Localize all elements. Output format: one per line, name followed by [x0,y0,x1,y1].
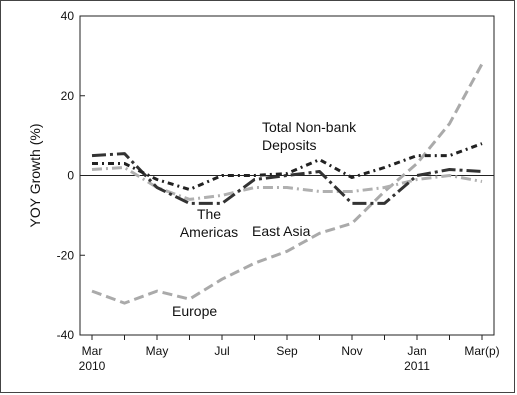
y-tick-label: 20 [61,89,75,103]
series-label-total_nonbank: Deposits [262,137,316,153]
x-tick-label: May [146,344,169,358]
series-label-europe: Europe [172,303,217,319]
series-line-east_asia [91,166,483,201]
y-tick-label: -20 [57,248,75,262]
series-label-total_nonbank: Total Non-bank [262,119,357,135]
series-line-europe [91,63,484,305]
x-tick-label: Jul [214,344,229,358]
x-tick-label: Nov [341,344,362,358]
x-tick-label: Sep [276,344,298,358]
series-line-americas [91,152,483,205]
y-tick-label: 40 [61,9,75,23]
x-tick-label: Jan [407,344,426,358]
y-tick-label: 0 [67,169,74,183]
x-tick-label: Mar(p) [464,344,499,358]
y-tick-label: -40 [57,328,75,342]
series-line-total_nonbank [92,142,483,191]
y-axis-label: YOY Growth (%) [27,124,43,228]
x-tick-year-label: 2010 [79,359,106,373]
x-tick-label: Mar [82,344,103,358]
series-label-east_asia: East Asia [252,223,311,239]
series-label-americas: Americas [180,224,238,240]
series-label-americas: The [197,206,221,222]
x-tick-year-label: 2011 [404,359,430,373]
